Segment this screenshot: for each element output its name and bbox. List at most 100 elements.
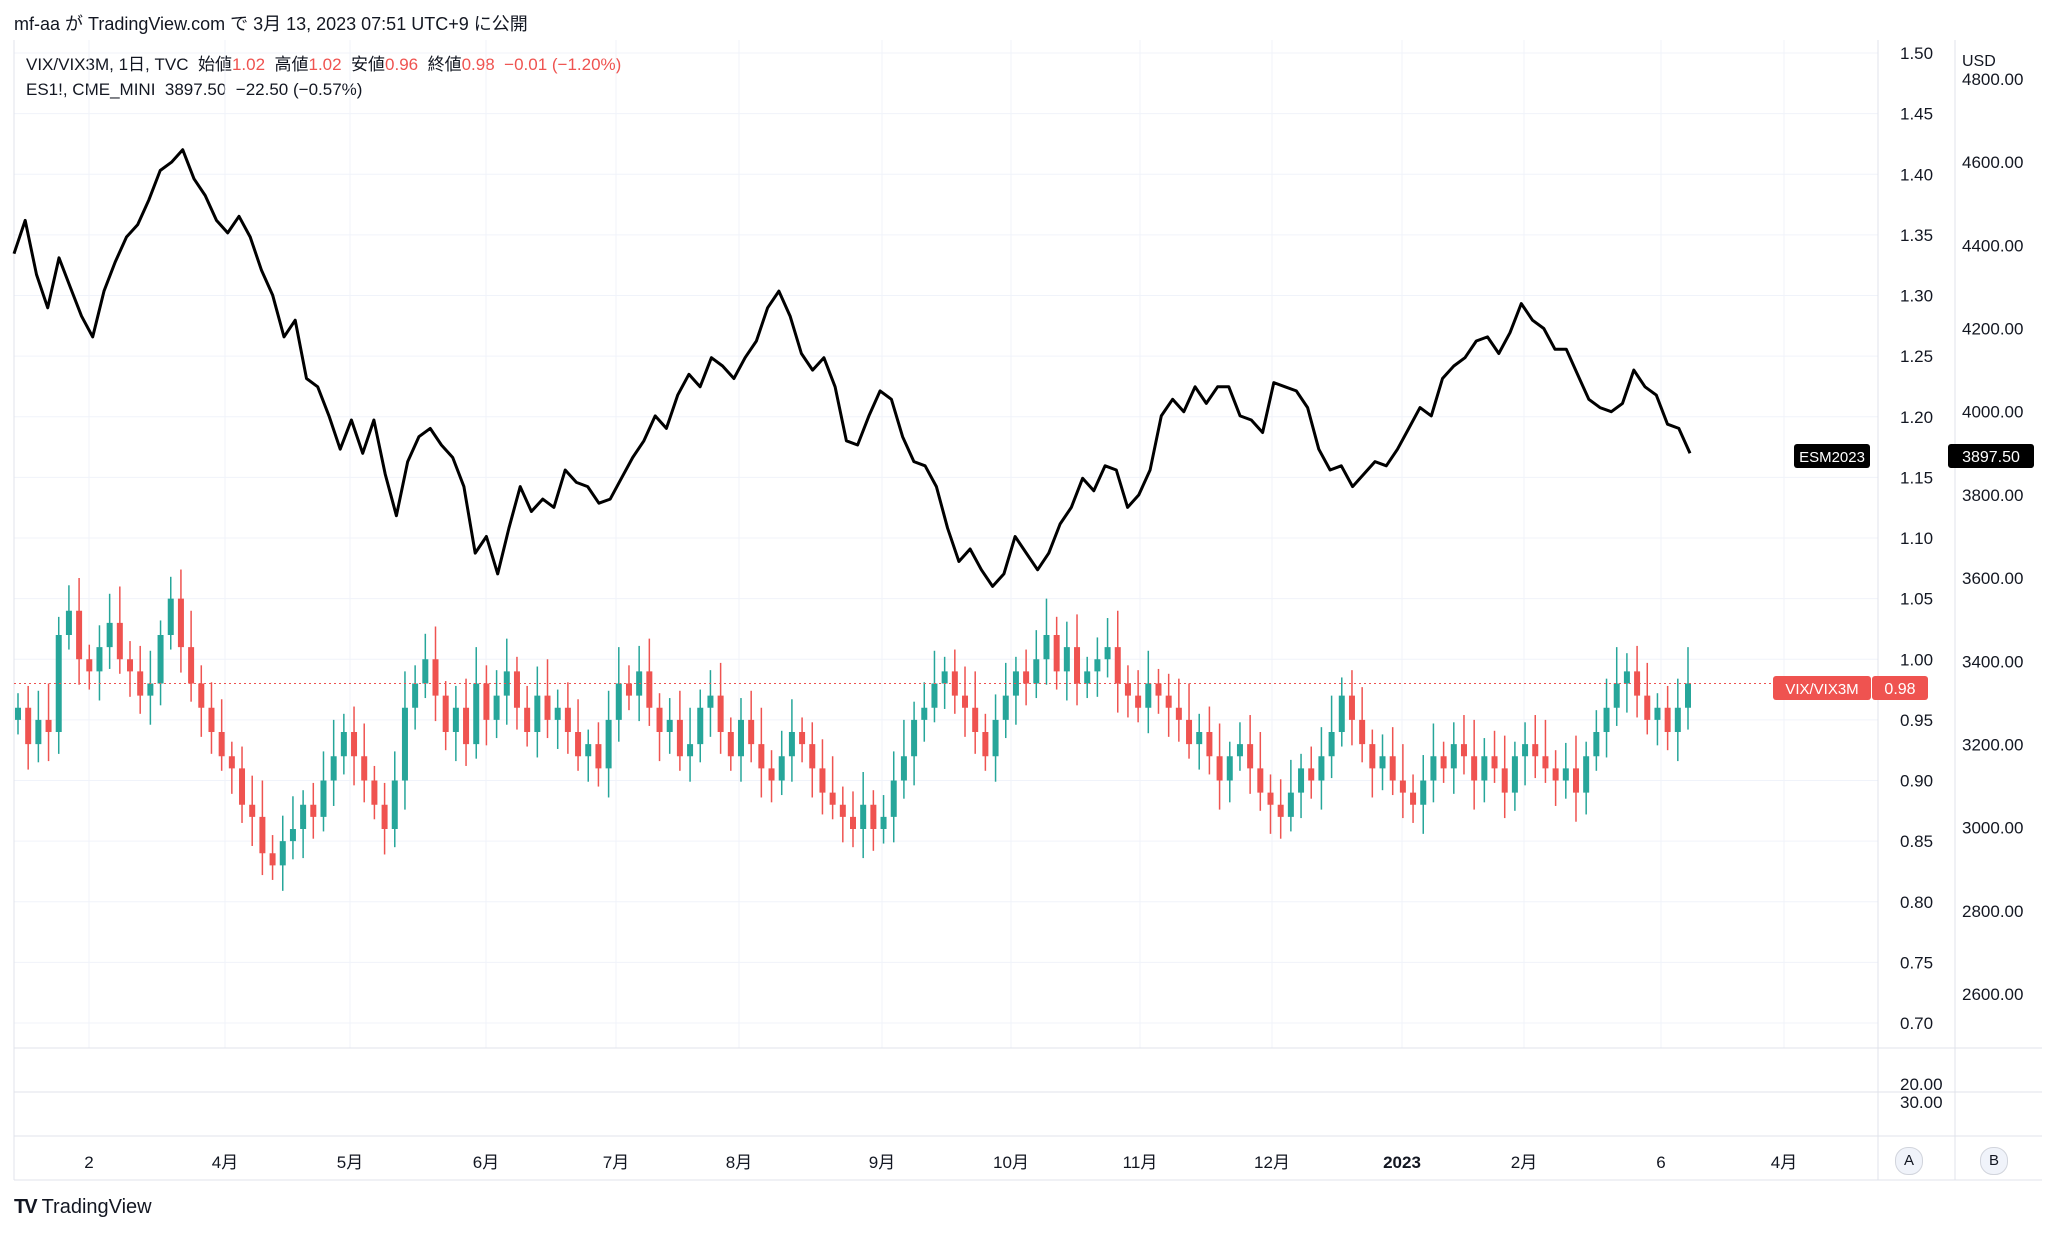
vix-label-badge-bg xyxy=(1773,676,1871,700)
vix-candle xyxy=(900,719,907,799)
candle-body xyxy=(544,695,551,720)
candle-body xyxy=(992,719,999,757)
vix-candle xyxy=(1430,723,1437,803)
vix-candle xyxy=(1348,670,1355,746)
es-line xyxy=(12,148,1692,588)
vix-candle xyxy=(564,682,571,754)
candle-body xyxy=(351,732,358,757)
legend-line-vix[interactable]: VIX/VIX3M, 1日, TVC 始値1.02 高値1.02 安値0.96 … xyxy=(26,52,621,77)
candle-body xyxy=(809,744,816,769)
vix-candle xyxy=(1613,647,1620,726)
candle-body xyxy=(1114,647,1121,684)
candle-body xyxy=(422,659,429,684)
candle-body xyxy=(911,719,918,757)
candle-body xyxy=(1430,756,1437,781)
vix-candle xyxy=(615,647,622,742)
vix-candle xyxy=(870,790,877,851)
candle-body xyxy=(218,732,225,757)
vix-candle xyxy=(992,694,999,782)
vix-candle xyxy=(962,666,969,737)
candle-body xyxy=(1226,756,1233,781)
time-axis: 2 4月 5月 6月 7月 8月 9月 10月 11月 12月 2023 2月 6 4月 xyxy=(84,1153,1797,1172)
vix-candle xyxy=(1328,695,1335,779)
candle-body xyxy=(208,707,215,732)
vix-candle xyxy=(1247,715,1254,794)
legend-open-label: 始値 xyxy=(197,55,232,74)
vix-candle xyxy=(860,772,867,859)
time-tick-label: 11月 xyxy=(1123,1153,1158,1172)
vix-candle xyxy=(1491,730,1498,783)
vix-candle xyxy=(687,707,694,782)
legend-es-change: −22.50 (−0.57%) xyxy=(235,80,363,99)
scale-b-button[interactable]: B xyxy=(1980,1147,2008,1175)
vix-candle xyxy=(941,656,948,709)
vix-candle xyxy=(1664,685,1671,751)
candle-body xyxy=(585,744,592,757)
ratio-tick-label: 0.75 xyxy=(1900,953,1933,972)
vix-candle xyxy=(1338,677,1345,747)
candle-body xyxy=(116,622,123,660)
candle-body xyxy=(1267,792,1274,805)
candle-body xyxy=(1155,683,1162,696)
tv-brand-text: TradingView xyxy=(41,1196,152,1218)
price-badges: ESM2023 3897.50 VIX/VIX3M 0.98 xyxy=(1773,444,2034,700)
vix-value-badge-bg xyxy=(1872,676,1928,700)
vix-candle xyxy=(1481,738,1488,803)
usd-tick-label: 2800.00 xyxy=(1962,902,2023,921)
candle-body xyxy=(839,804,846,817)
candle-body xyxy=(15,707,21,720)
candle-body xyxy=(1674,707,1681,732)
candle-body xyxy=(1053,635,1060,672)
candle-body xyxy=(524,707,531,732)
ratio-tick-label: 0.90 xyxy=(1900,772,1933,791)
candle-body xyxy=(1002,695,1009,720)
vix-candle xyxy=(931,650,938,723)
vix-candle xyxy=(1298,753,1305,819)
ratio-tick-label: 1.45 xyxy=(1900,105,1933,124)
usd-axis: 4800.00 4600.00 4400.00 4200.00 4000.00 3800.… xyxy=(1962,70,2023,1004)
candle-body xyxy=(697,707,704,745)
vix-candle xyxy=(371,765,378,820)
candle-body xyxy=(900,756,907,781)
candle-body xyxy=(1491,756,1498,769)
candle-body xyxy=(768,768,775,781)
candle-body xyxy=(1593,732,1600,757)
vix-candle xyxy=(1257,732,1264,811)
auto-scale-button[interactable]: A xyxy=(1895,1147,1923,1175)
vix-candle xyxy=(1114,610,1121,713)
candle-body xyxy=(1236,744,1243,757)
candle-body xyxy=(595,744,602,769)
vix-candle xyxy=(463,678,470,766)
vix-candle xyxy=(310,782,317,839)
vix-candle xyxy=(1318,727,1325,810)
vix-candle xyxy=(1379,734,1386,791)
candle-body xyxy=(1186,719,1193,745)
candle-body xyxy=(656,707,663,732)
candle-body xyxy=(371,780,378,805)
ratio-tick-label: 0.95 xyxy=(1900,711,1933,730)
vix-candle xyxy=(921,682,928,742)
candle-body xyxy=(1664,707,1671,732)
candle-body xyxy=(493,695,500,720)
ratio-tick-label: 1.40 xyxy=(1900,165,1933,184)
vix-candle xyxy=(1603,678,1610,758)
vix-candle xyxy=(829,756,836,820)
candle-body xyxy=(1328,732,1335,757)
es-value-badge: 3897.50 xyxy=(1962,449,2020,466)
time-tick-label: 10月 xyxy=(993,1153,1029,1172)
candle-body xyxy=(1542,756,1549,769)
legend-line-es[interactable]: ES1!, CME_MINI 3897.50 −22.50 (−0.57%) xyxy=(26,77,621,102)
vix-candle xyxy=(513,656,520,730)
candle-body xyxy=(147,683,154,696)
candle-body xyxy=(361,756,368,781)
time-tick-label: 4月 xyxy=(1771,1153,1797,1172)
legend-es-symbol: ES1!, CME_MINI xyxy=(26,80,156,99)
vix-candle xyxy=(483,665,490,746)
ratio-tick-label: 1.25 xyxy=(1900,347,1933,366)
candle-body xyxy=(1287,792,1294,817)
candle-body xyxy=(1277,804,1284,817)
tradingview-logo[interactable]: TV TradingView xyxy=(14,1196,152,1219)
vix-candle xyxy=(717,662,724,754)
vix-candle xyxy=(188,610,195,702)
